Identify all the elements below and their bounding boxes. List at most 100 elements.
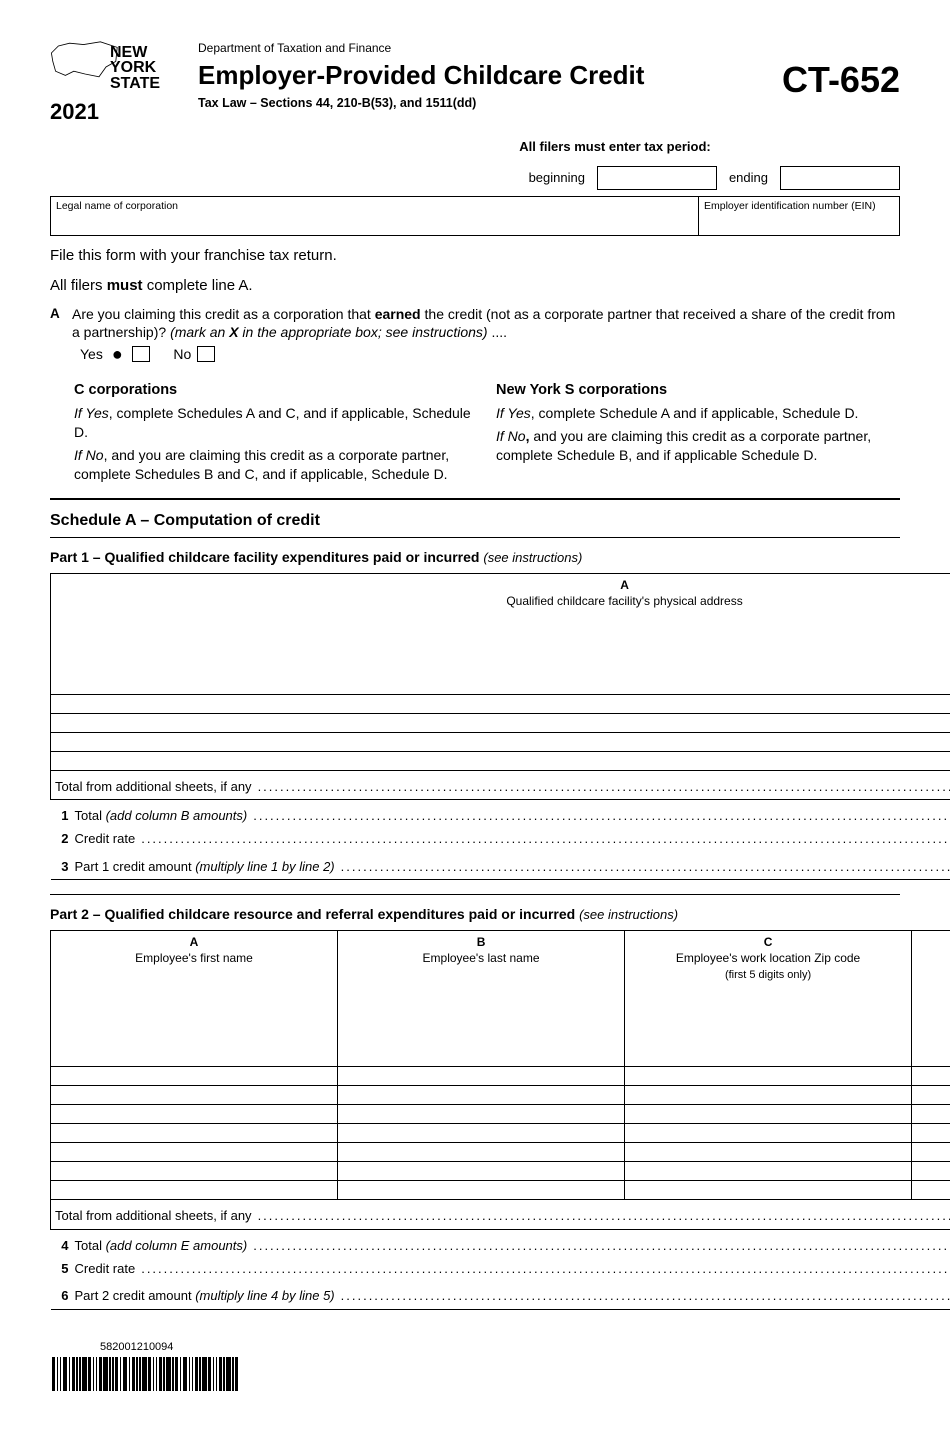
p2-r3-b[interactable] (338, 1105, 625, 1124)
p1-row4-addr[interactable] (51, 751, 950, 770)
part2-see-inst: (see instructions) (579, 907, 678, 922)
yes-label: Yes (80, 345, 103, 364)
p2-r1-a[interactable] (51, 1067, 338, 1086)
bullet-icon: ● (112, 342, 123, 366)
p2-total-addl: Total from additional sheets, if any● (51, 1200, 950, 1229)
p2-r3-c[interactable] (625, 1105, 912, 1124)
mark-hint-bold: X (229, 324, 238, 340)
p2-r4-b[interactable] (338, 1124, 625, 1143)
identification-box: Legal name of corporation Employer ident… (50, 196, 900, 236)
p2-r5-b[interactable] (338, 1143, 625, 1162)
line-a-pre: Are you claiming this credit as a corpor… (72, 306, 375, 322)
p2-r5-a[interactable] (51, 1143, 338, 1162)
p2-r7-c[interactable] (625, 1181, 912, 1200)
file-instruction: File this form with your franchise tax r… (50, 246, 900, 266)
p2-col-d-header: DEmployee's Social Security number (912, 930, 950, 1067)
line-a-letter: A (50, 305, 66, 323)
barcode-block: 582001210094 (50, 1340, 900, 1391)
p1-row1-addr[interactable] (51, 694, 950, 713)
p2-total-addl-text: Total from additional sheets, if any (55, 1207, 252, 1225)
all-filers-pre: All filers (50, 277, 107, 294)
p2-r2-d[interactable] (912, 1086, 950, 1105)
logo-year: 2021 (50, 97, 180, 127)
p2-r6-a[interactable] (51, 1162, 338, 1181)
line-a-bold: earned (375, 306, 421, 322)
c-corp-heading: C corporations (74, 381, 478, 401)
p2-line5-label: 5 Credit rate (51, 1258, 950, 1281)
p2-r1-d[interactable] (912, 1067, 950, 1086)
p1-line1-label: 1 Total (add column B amounts)● (51, 799, 950, 828)
period-end-input[interactable] (780, 166, 900, 190)
legal-name-field[interactable]: Legal name of corporation (51, 197, 699, 235)
p2-r4-a[interactable] (51, 1124, 338, 1143)
p1-l3-num: 3 (55, 858, 69, 876)
period-begin-label: beginning (529, 169, 585, 187)
ein-label: Employer identification number (EIN) (704, 200, 876, 212)
p2-line4-label: 4 Total (add column E amounts)● (51, 1229, 950, 1258)
logo-text-1: NEW (110, 45, 180, 60)
s-corp-no: If No, and you are claiming this credit … (496, 427, 900, 465)
schedule-a-heading: Schedule A – Computation of credit (50, 510, 900, 532)
part2-head-text: Part 2 – Qualified childcare resource an… (50, 906, 575, 922)
p2-r4-c[interactable] (625, 1124, 912, 1143)
period-begin-input[interactable] (597, 166, 717, 190)
ein-field[interactable]: Employer identification number (EIN) (699, 197, 899, 235)
p1-l3-text: Part 1 credit amount (75, 859, 192, 874)
mark-hint-post: in the appropriate box; see instructions… (239, 324, 488, 340)
legal-name-label: Legal name of corporation (56, 200, 178, 212)
p2-r7-a[interactable] (51, 1181, 338, 1200)
p1-l3-ital: (multiply line 1 by line 2) (195, 859, 334, 874)
part1-heading: Part 1 – Qualified childcare facility ex… (50, 548, 900, 567)
p2-col-c-header: CEmployee's work location Zip code(first… (625, 930, 912, 1067)
p2-col-a-header: AEmployee's first name (51, 930, 338, 1067)
no-label: No (173, 345, 191, 364)
p2-r6-b[interactable] (338, 1162, 625, 1181)
part2-table: AEmployee's first name BEmployee's last … (50, 930, 950, 1310)
p2-r1-c[interactable] (625, 1067, 912, 1086)
yes-checkbox[interactable] (132, 346, 150, 362)
barcode-icon (52, 1357, 900, 1391)
p2-r2-b[interactable] (338, 1086, 625, 1105)
barcode-number: 582001210094 (100, 1340, 900, 1355)
p2-r7-d[interactable] (912, 1181, 950, 1200)
p2-r4-d[interactable] (912, 1124, 950, 1143)
p2-r3-d[interactable] (912, 1105, 950, 1124)
p2-col-b-header: BEmployee's last name (338, 930, 625, 1067)
form-title: Employer-Provided Childcare Credit (198, 58, 764, 93)
logo-text-2: YORK (110, 60, 180, 75)
p2-r1-b[interactable] (338, 1067, 625, 1086)
p1-line2-label: 2 Credit rate (51, 828, 950, 851)
no-checkbox[interactable] (197, 346, 215, 362)
p2-r6-d[interactable] (912, 1162, 950, 1181)
p2-r2-c[interactable] (625, 1086, 912, 1105)
p2-r2-a[interactable] (51, 1086, 338, 1105)
logo-text-3: STATE (110, 76, 180, 91)
p2-r3-a[interactable] (51, 1105, 338, 1124)
s-corp-yes: If Yes, complete Schedule A and if appli… (496, 404, 900, 423)
p1-total-addl-text: Total from additional sheets, if any (55, 778, 252, 796)
p1-l1-ital: (add column B amounts) (106, 808, 248, 823)
p1-l2-text: Credit rate (75, 830, 136, 848)
p1-row2-addr[interactable] (51, 713, 950, 732)
all-filers-post: complete line A. (143, 277, 253, 294)
p2-r5-c[interactable] (625, 1143, 912, 1162)
all-filers-bold: must (107, 277, 143, 294)
p1-l1-num: 1 (55, 807, 69, 825)
p1-col-a-letter: A (55, 577, 950, 593)
s-corp-heading: New York S corporations (496, 381, 900, 401)
c-corp-no: If No, and you are claiming this credit … (74, 446, 478, 484)
p1-total-addl: Total from additional sheets, if any● (51, 770, 950, 799)
p1-row3-addr[interactable] (51, 732, 950, 751)
p2-line6-label: 6 Part 2 credit amount (multiply line 4 … (51, 1280, 950, 1309)
p2-r6-c[interactable] (625, 1162, 912, 1181)
nys-logo: NEW YORK STATE 2021 (50, 40, 180, 126)
p2-r7-b[interactable] (338, 1181, 625, 1200)
department-name: Department of Taxation and Finance (198, 40, 764, 56)
part1-table: A Qualified childcare facility's physica… (50, 573, 950, 880)
form-header: NEW YORK STATE 2021 Department of Taxati… (50, 40, 900, 126)
part1-head-text: Part 1 – Qualified childcare facility ex… (50, 549, 479, 565)
p1-line3-label: 3 Part 1 credit amount (multiply line 1 … (51, 851, 950, 880)
period-end-label: ending (729, 169, 768, 187)
p2-r5-d[interactable] (912, 1143, 950, 1162)
line-a-instruction: All filers must complete line A. (50, 276, 900, 296)
